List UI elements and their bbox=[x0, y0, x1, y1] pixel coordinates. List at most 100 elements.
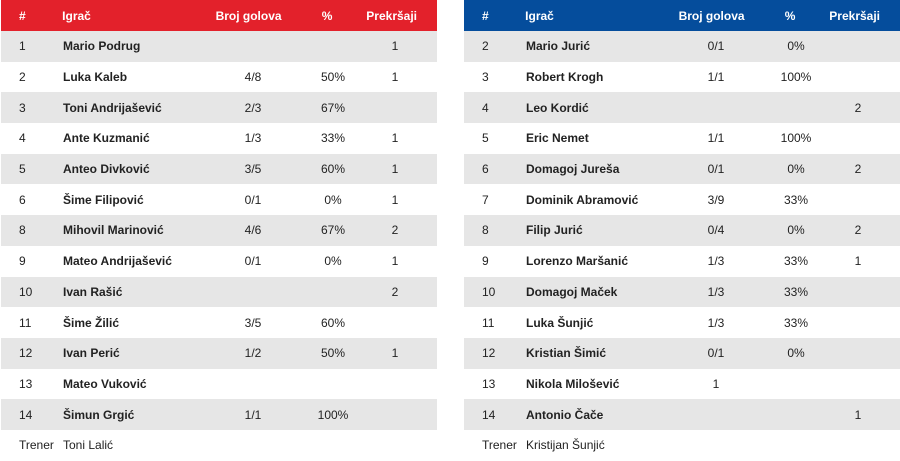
player-name: Ivan Perić bbox=[63, 346, 120, 361]
player-number: 11 bbox=[482, 315, 495, 330]
player-name: Mateo Vuković bbox=[63, 376, 147, 391]
player-percent: 0% bbox=[787, 223, 805, 238]
table-row: 7 Dominik Abramović 3/9 33% bbox=[464, 184, 900, 215]
player-name: Leo Kordić bbox=[526, 100, 589, 115]
player-goals: 4/6 bbox=[244, 223, 262, 238]
player-name: Eric Nemet bbox=[526, 131, 589, 146]
player-number: 4 bbox=[19, 131, 26, 146]
table-row: 2 Luka Kaleb 4/8 50% 1 bbox=[1, 62, 437, 93]
player-name: Ivan Rašić bbox=[63, 284, 123, 299]
player-name: Filip Jurić bbox=[526, 223, 583, 238]
player-name: Domagoj Maček bbox=[526, 284, 618, 299]
home-table-body: 1 Mario Podrug 1 2 Luka Kaleb 4/8 50% 1 3 Toni An… bbox=[1, 31, 437, 461]
player-goals: 0/1 bbox=[707, 39, 725, 54]
coach-label: Trener bbox=[19, 438, 54, 453]
player-name: Antonio Čače bbox=[526, 407, 604, 422]
player-number: 5 bbox=[482, 131, 489, 146]
player-number: 13 bbox=[19, 376, 33, 391]
player-name: Mario Jurić bbox=[526, 39, 591, 54]
table-row: 4 Ante Kuzmanić 1/3 33% 1 bbox=[1, 123, 437, 154]
player-fouls: 2 bbox=[391, 284, 399, 299]
player-goals: 0/1 bbox=[707, 162, 725, 177]
player-percent: 60% bbox=[320, 162, 346, 177]
home-team-table: # Igrač Broj golova % Prekršaji 1 Mario P… bbox=[1, 0, 437, 461]
player-number: 2 bbox=[19, 70, 26, 85]
player-goals: 1/3 bbox=[707, 254, 725, 269]
player-goals: 0/1 bbox=[244, 192, 262, 207]
player-number: 13 bbox=[482, 376, 496, 391]
coach-row: Trener Kristijan Šunjić bbox=[464, 430, 900, 461]
coach-name: Kristijan Šunjić bbox=[526, 438, 605, 453]
player-number: 10 bbox=[19, 284, 33, 299]
player-number: 12 bbox=[19, 346, 33, 361]
player-percent: 33% bbox=[320, 131, 346, 146]
coach-name: Toni Lalić bbox=[63, 438, 114, 453]
player-goals: 3/9 bbox=[707, 192, 725, 207]
player-goals: 1 bbox=[712, 376, 720, 391]
away-table-body: 2 Mario Jurić 0/1 0% 3 Robert Krogh 1/1 100% 4 Le… bbox=[464, 31, 900, 461]
table-row: 8 Filip Jurić 0/4 0% 2 bbox=[464, 215, 900, 246]
table-row: 1 Mario Podrug 1 bbox=[1, 31, 437, 62]
player-goals: 1/3 bbox=[244, 131, 262, 146]
coach-row: Trener Toni Lalić bbox=[1, 430, 437, 461]
player-percent: 0% bbox=[324, 254, 342, 269]
coach-label: Trener bbox=[482, 438, 517, 453]
header-number: # bbox=[19, 8, 26, 23]
table-row: 6 Domagoj Jureša 0/1 0% 2 bbox=[464, 153, 900, 185]
header-player: Igrač bbox=[525, 8, 554, 23]
player-name: Šime Žilić bbox=[63, 315, 120, 330]
player-percent: 50% bbox=[320, 346, 346, 361]
player-fouls: 1 bbox=[391, 254, 399, 269]
player-goals: 3/5 bbox=[244, 162, 262, 177]
player-number: 7 bbox=[482, 192, 489, 207]
player-number: 6 bbox=[482, 162, 489, 177]
table-row: 12 Ivan Perić 1/2 50% 1 bbox=[1, 337, 437, 369]
player-number: 9 bbox=[482, 254, 489, 269]
player-goals: 1/1 bbox=[707, 131, 725, 146]
player-name: Šime Filipović bbox=[63, 192, 144, 207]
player-number: 4 bbox=[482, 100, 489, 115]
player-name: Šimun Grgić bbox=[63, 407, 135, 422]
player-fouls: 1 bbox=[391, 131, 399, 146]
player-number: 8 bbox=[482, 223, 489, 238]
player-fouls: 2 bbox=[854, 223, 862, 238]
home-table-header: # Igrač Broj golova % Prekršaji bbox=[1, 0, 437, 31]
player-goals: 4/8 bbox=[244, 70, 262, 85]
player-number: 2 bbox=[482, 39, 489, 54]
player-name: Mateo Andrijašević bbox=[63, 254, 172, 269]
player-name: Anteo Divković bbox=[63, 162, 150, 177]
player-name: Domagoj Jureša bbox=[526, 162, 620, 177]
header-goals: Broj golova bbox=[215, 8, 282, 23]
away-team-table: # Igrač Broj golova % Prekršaji 2 Mario J… bbox=[464, 0, 900, 461]
table-row: 3 Toni Andrijašević 2/3 67% bbox=[1, 92, 437, 124]
player-percent: 67% bbox=[320, 223, 346, 238]
player-percent: 60% bbox=[320, 315, 346, 330]
table-row: 12 Kristian Šimić 0/1 0% bbox=[464, 337, 900, 369]
player-number: 9 bbox=[19, 254, 26, 269]
player-percent: 100% bbox=[317, 407, 349, 422]
header-fouls: Prekršaji bbox=[829, 8, 881, 23]
player-percent: 0% bbox=[787, 162, 805, 177]
player-goals: 1/3 bbox=[707, 315, 725, 330]
player-percent: 33% bbox=[783, 284, 809, 299]
player-percent: 67% bbox=[320, 100, 346, 115]
player-fouls: 2 bbox=[391, 223, 399, 238]
header-goals: Broj golova bbox=[678, 8, 745, 23]
table-row: 8 Mihovil Marinović 4/6 67% 2 bbox=[1, 215, 437, 246]
header-percent: % bbox=[321, 8, 333, 23]
player-percent: 0% bbox=[787, 346, 805, 361]
player-number: 10 bbox=[482, 284, 496, 299]
player-goals: 2/3 bbox=[244, 100, 262, 115]
player-goals: 1/1 bbox=[244, 407, 262, 422]
header-fouls: Prekršaji bbox=[366, 8, 418, 23]
table-row: 5 Anteo Divković 3/5 60% 1 bbox=[1, 153, 437, 185]
table-row: 9 Lorenzo Maršanić 1/3 33% 1 bbox=[464, 246, 900, 277]
player-number: 1 bbox=[19, 39, 26, 54]
player-name: Mihovil Marinović bbox=[63, 223, 164, 238]
player-number: 6 bbox=[19, 192, 26, 207]
table-row: 4 Leo Kordić 2 bbox=[464, 92, 900, 124]
player-name: Luka Kaleb bbox=[63, 70, 128, 85]
player-name: Luka Šunjić bbox=[526, 315, 594, 330]
player-number: 3 bbox=[482, 70, 489, 85]
player-goals: 0/1 bbox=[244, 254, 262, 269]
